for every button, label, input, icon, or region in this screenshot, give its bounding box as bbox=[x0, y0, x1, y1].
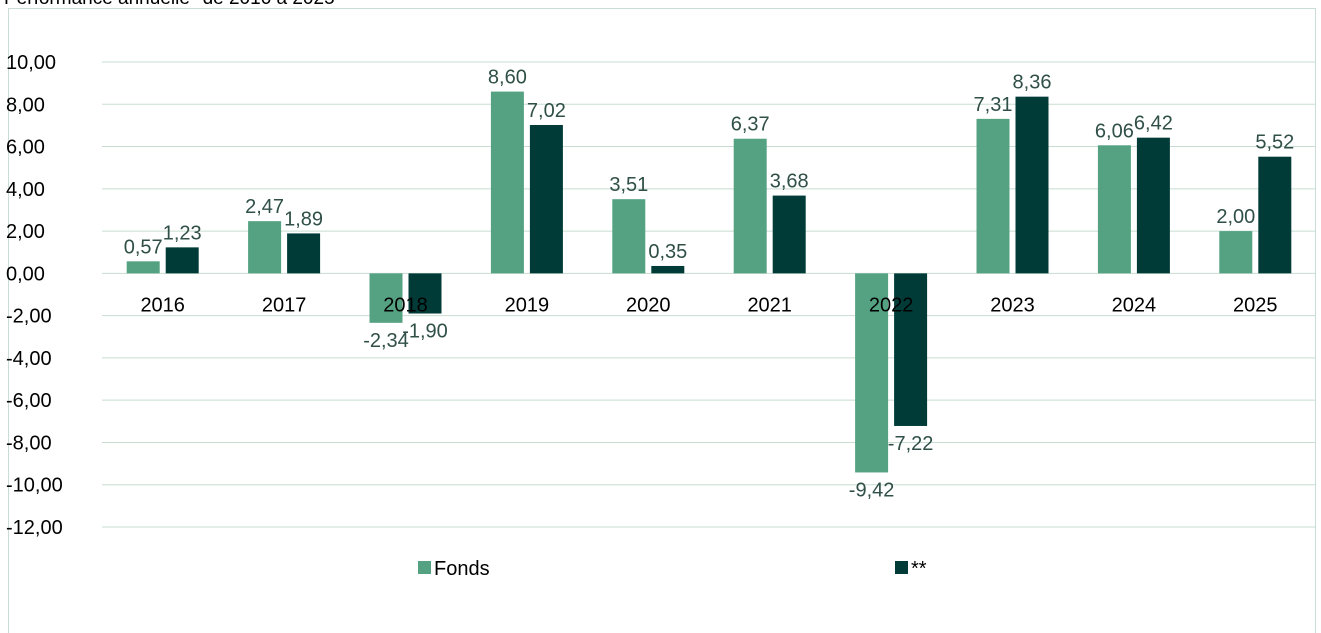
bar bbox=[287, 233, 321, 274]
data-label: -7,22 bbox=[888, 433, 934, 455]
data-label: 8,60 bbox=[488, 67, 527, 89]
data-label: 1,23 bbox=[163, 222, 202, 244]
x-tick-label: 2024 bbox=[1112, 294, 1157, 316]
data-label: 7,02 bbox=[527, 100, 566, 122]
bar bbox=[1015, 96, 1049, 274]
bar bbox=[612, 199, 646, 274]
bar bbox=[408, 273, 442, 314]
y-tick-label: -4,00 bbox=[6, 348, 52, 370]
data-label: 6,42 bbox=[1134, 113, 1173, 135]
x-tick-label: 2021 bbox=[747, 294, 792, 316]
y-tick-label: -10,00 bbox=[6, 475, 63, 497]
bar bbox=[165, 247, 199, 274]
bar bbox=[976, 118, 1010, 274]
data-label: 5,52 bbox=[1255, 132, 1294, 154]
bar bbox=[529, 124, 563, 274]
bar bbox=[855, 273, 889, 473]
data-label: -9,42 bbox=[849, 479, 895, 501]
data-label: -2,34 bbox=[363, 330, 409, 352]
legend-swatch bbox=[895, 561, 908, 574]
y-tick-label: 6,00 bbox=[6, 137, 45, 159]
y-tick-label: -8,00 bbox=[6, 432, 52, 454]
y-tick-label: -12,00 bbox=[6, 517, 63, 539]
bar bbox=[369, 273, 403, 323]
x-tick-label: 2018 bbox=[383, 294, 428, 316]
bar bbox=[733, 138, 767, 274]
data-label: 3,68 bbox=[770, 171, 809, 193]
data-label: 0,57 bbox=[124, 236, 163, 258]
data-label: 8,36 bbox=[1013, 72, 1052, 94]
data-label: 6,37 bbox=[731, 114, 770, 136]
legend-swatch bbox=[418, 561, 431, 574]
bar bbox=[1136, 137, 1170, 274]
legend-label: ** bbox=[911, 558, 927, 580]
data-label: 2,47 bbox=[245, 196, 284, 218]
y-tick-label: -2,00 bbox=[6, 306, 52, 328]
bar bbox=[1219, 231, 1253, 274]
chart-title: Performance annuelle* de 2016 à 2025 bbox=[4, 0, 335, 9]
y-tick-label: 8,00 bbox=[6, 94, 45, 116]
data-label: 0,35 bbox=[648, 241, 687, 263]
x-tick-label: 2016 bbox=[140, 294, 185, 316]
data-label: 7,31 bbox=[974, 94, 1013, 116]
bar bbox=[772, 195, 806, 274]
bar bbox=[1258, 156, 1292, 274]
x-tick-label: 2022 bbox=[869, 294, 914, 316]
x-tick-label: 2017 bbox=[262, 294, 307, 316]
x-tick-label: 2019 bbox=[505, 294, 550, 316]
bar bbox=[894, 273, 928, 426]
x-tick-label: 2020 bbox=[626, 294, 671, 316]
data-label: 1,89 bbox=[284, 208, 323, 230]
bar bbox=[126, 261, 160, 274]
data-label: 6,06 bbox=[1095, 120, 1134, 142]
chart-frame bbox=[8, 8, 1316, 633]
bar bbox=[1097, 145, 1131, 274]
bar bbox=[248, 221, 282, 274]
y-tick-label: 10,00 bbox=[6, 52, 56, 74]
data-label: 3,51 bbox=[609, 174, 648, 196]
data-label: -1,90 bbox=[402, 321, 448, 343]
y-tick-label: 0,00 bbox=[6, 263, 45, 285]
y-tick-label: 2,00 bbox=[6, 221, 45, 243]
bar bbox=[651, 265, 685, 274]
y-tick-label: 4,00 bbox=[6, 179, 45, 201]
x-tick-label: 2025 bbox=[1233, 294, 1278, 316]
bar bbox=[490, 91, 524, 274]
y-tick-label: -6,00 bbox=[6, 390, 52, 412]
legend-label: Fonds bbox=[434, 558, 490, 580]
data-label: 2,00 bbox=[1216, 206, 1255, 228]
x-tick-label: 2023 bbox=[990, 294, 1035, 316]
